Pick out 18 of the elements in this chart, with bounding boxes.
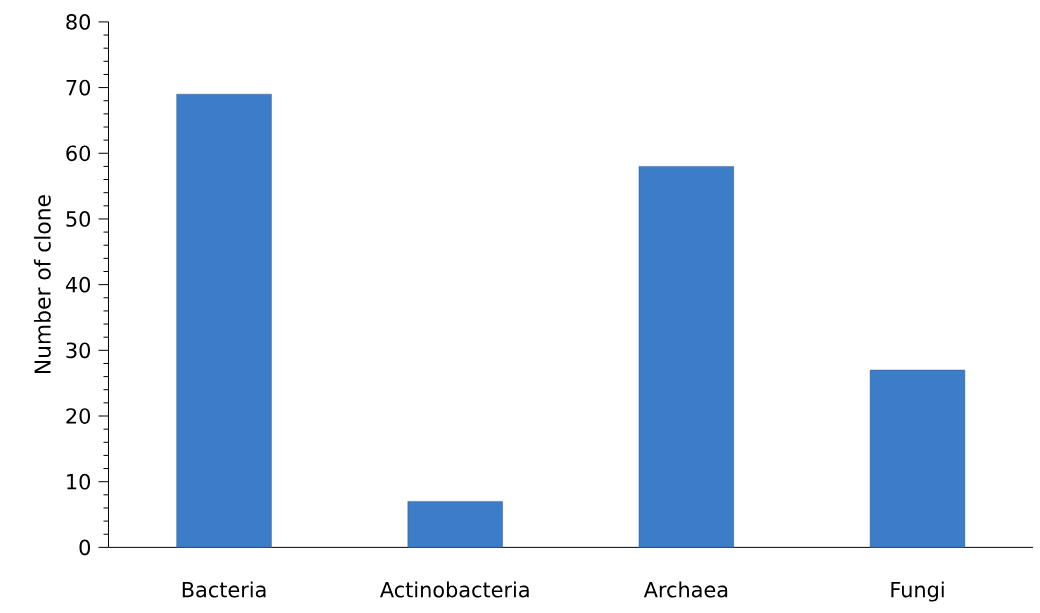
y-tick-label: 0 xyxy=(79,539,91,556)
bar xyxy=(407,501,503,548)
bar xyxy=(176,93,272,548)
y-tick-label: 30 xyxy=(66,342,91,359)
y-tick-label: 20 xyxy=(66,408,91,424)
x-tick-label: Fungi xyxy=(891,581,944,602)
x-tick-label: Archaea xyxy=(643,581,728,598)
bar xyxy=(869,369,966,548)
y-tick-label: 70 xyxy=(66,79,91,96)
x-tick-label: Bacteria xyxy=(182,581,266,598)
y-tick-label: 50 xyxy=(66,211,91,227)
y-tick-label: 40 xyxy=(65,276,91,293)
y-axis-title: Number of clone xyxy=(33,195,51,374)
y-tick-label: 60 xyxy=(66,145,91,162)
x-tick-label: Actinobacteria xyxy=(380,581,529,598)
y-tick-label: 10 xyxy=(67,473,91,490)
bar xyxy=(638,166,734,548)
y-tick-label: 80 xyxy=(66,13,91,30)
